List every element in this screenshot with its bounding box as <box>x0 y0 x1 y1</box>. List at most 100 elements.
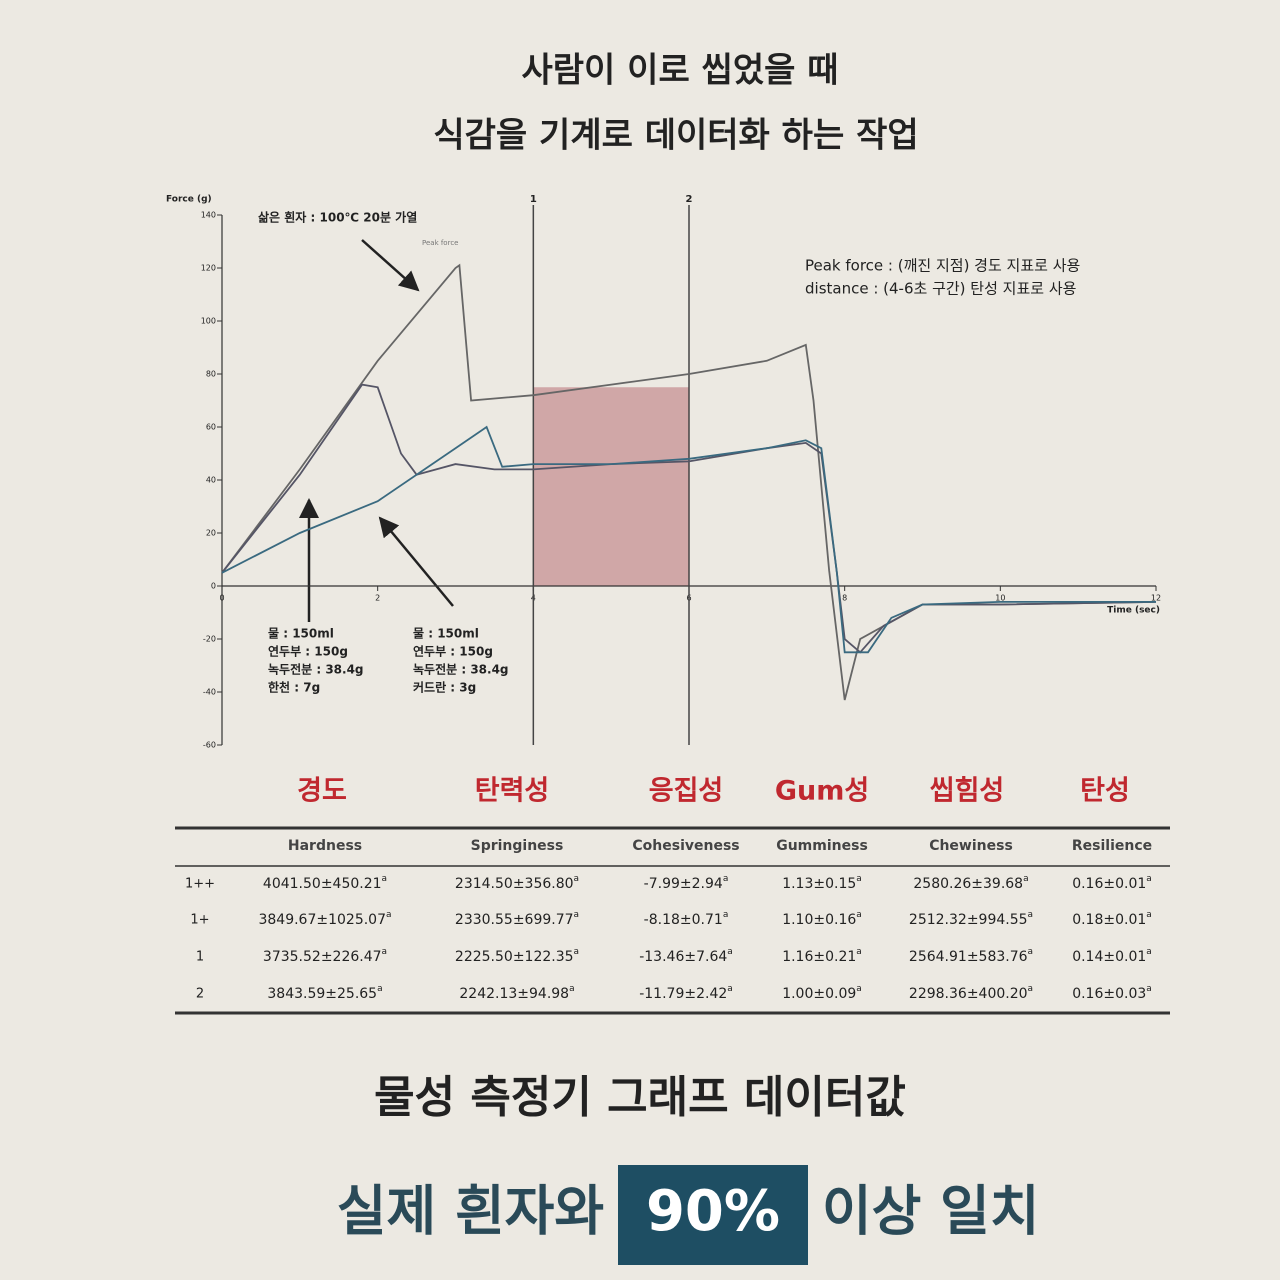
footer-subtitle: 물성 측정기 그래프 데이터값 <box>374 1072 906 1123</box>
y-tick-label: -60 <box>203 741 216 750</box>
y-tick-label: -40 <box>203 688 216 697</box>
y-axis-label: Force (g) <box>166 195 212 205</box>
recipe-line: 커드란 : 3g <box>413 680 476 695</box>
cell-superscript: a <box>727 947 733 957</box>
table-cell: 1.00±0.09a <box>782 984 862 1003</box>
cell-value: -8.18±0.71 <box>644 912 723 928</box>
table-cell: 3849.67±1025.07a <box>258 910 391 929</box>
row-label: 2 <box>196 987 204 1002</box>
table-cell: 2298.36±400.20a <box>909 984 1033 1003</box>
table-cell: 2242.13±94.98a <box>459 984 574 1003</box>
cell-value: 1.10±0.16 <box>782 912 856 928</box>
annotation: 삶은 흰자 : 100℃ 20분 가열 <box>258 210 417 225</box>
cell-value: 2225.50±122.35 <box>455 949 574 965</box>
row-label: 1+ <box>190 913 209 928</box>
cell-value: 0.16±0.01 <box>1072 876 1146 892</box>
cell-superscript: a <box>727 984 733 994</box>
table-header-kr: 경도 <box>297 776 347 807</box>
cell-superscript: a <box>574 874 580 884</box>
cell-value: 2330.55±699.77 <box>455 912 574 928</box>
arrow <box>378 516 454 607</box>
x-axis-label: Time (sec) <box>1107 606 1160 616</box>
cell-value: -13.46±7.64 <box>639 949 727 965</box>
table-cell: -8.18±0.71a <box>644 910 729 929</box>
table-cell: 0.14±0.01a <box>1072 947 1152 966</box>
table-cell: 4041.50±450.21a <box>263 874 387 893</box>
recipe-line: 녹두전분 : 38.4g <box>268 662 364 677</box>
annotation: distance : (4-6초 구간) 탄성 지표로 사용 <box>805 280 1076 298</box>
recipe-line: 한천 : 7g <box>268 680 320 695</box>
table-cell: 2512.32±994.55a <box>909 910 1033 929</box>
cell-value: 2242.13±94.98 <box>459 986 569 1002</box>
annotation: Peak force <box>422 239 458 247</box>
table-cell: 0.16±0.01a <box>1072 874 1152 893</box>
cell-superscript: a <box>856 910 862 920</box>
column-header: Springiness <box>471 838 564 854</box>
recipe-line: 녹두전분 : 38.4g <box>413 662 509 677</box>
table-header-kr: 탄성 <box>1080 776 1130 807</box>
y-tick-label: 60 <box>206 423 216 432</box>
annotation: Peak force : (깨진 지점) 경도 지표로 사용 <box>805 257 1080 275</box>
recipe-line: 물 : 150ml <box>413 627 479 641</box>
row-label: 1 <box>196 950 204 965</box>
cell-superscript: a <box>1146 947 1152 957</box>
x-tick-label: 8 <box>842 594 847 603</box>
recipe-line: 연두부 : 150g <box>268 644 348 659</box>
cell-superscript: a <box>1146 910 1152 920</box>
cell-value: 2298.36±400.20 <box>909 986 1028 1002</box>
cell-value: 3735.52±226.47 <box>263 949 382 965</box>
table-cell: 2314.50±356.80a <box>455 874 579 893</box>
cell-superscript: a <box>569 984 575 994</box>
cell-value: 1.00±0.09 <box>782 986 856 1002</box>
cell-value: 2580.26±39.68 <box>913 876 1023 892</box>
cell-superscript: a <box>723 874 729 884</box>
table-cell: -7.99±2.94a <box>644 874 729 893</box>
table-header-kr: 씹힘성 <box>930 776 1005 807</box>
cell-value: 2512.32±994.55 <box>909 912 1028 928</box>
cell-superscript: a <box>574 910 580 920</box>
cell-value: 1.13±0.15 <box>782 876 856 892</box>
table-cell: 2564.91±583.76a <box>909 947 1033 966</box>
y-tick-label: 0 <box>211 582 216 591</box>
table-cell: 1.16±0.21a <box>782 947 862 966</box>
cell-superscript: a <box>856 984 862 994</box>
cell-superscript: a <box>1146 984 1152 994</box>
cell-value: 1.16±0.21 <box>782 949 856 965</box>
table-cell: 0.16±0.03a <box>1072 984 1152 1003</box>
recipe-line: 물 : 150ml <box>268 627 334 641</box>
cell-superscript: a <box>382 947 388 957</box>
cell-superscript: a <box>386 910 392 920</box>
cell-superscript: a <box>856 874 862 884</box>
table-cell: 3843.59±25.65a <box>267 984 382 1003</box>
recipe-line: 연두부 : 150g <box>413 644 493 659</box>
column-header: Cohesiveness <box>632 838 739 854</box>
claim-text: 이상 일치 <box>822 1180 1040 1243</box>
title-line: 식감을 기계로 데이터화 하는 작업 <box>433 116 918 156</box>
table-cell: 2580.26±39.68a <box>913 874 1028 893</box>
cell-value: 2564.91±583.76 <box>909 949 1028 965</box>
table-cell: 0.18±0.01a <box>1072 910 1152 929</box>
cell-superscript: a <box>382 874 388 884</box>
series-line <box>221 263 1157 701</box>
y-tick-label: 80 <box>206 370 216 379</box>
cell-value: 4041.50±450.21 <box>263 876 382 892</box>
x-tick-label: 0 <box>219 594 224 603</box>
column-header: Chewiness <box>929 838 1013 854</box>
x-tick-label: 12 <box>1151 594 1161 603</box>
cell-value: 3849.67±1025.07 <box>258 912 386 928</box>
y-tick-label: 120 <box>201 264 216 273</box>
table-header-kr: 응집성 <box>649 776 724 807</box>
table-header-kr: Gum성 <box>775 776 869 807</box>
series-line <box>221 383 1157 654</box>
highlight-box <box>618 1165 808 1265</box>
y-tick-label: 40 <box>206 476 216 485</box>
cell-value: 2314.50±356.80 <box>455 876 574 892</box>
shaded-region <box>533 387 689 586</box>
table-cell: 2225.50±122.35a <box>455 947 579 966</box>
marker-label: 2 <box>686 194 693 205</box>
arrow <box>361 239 420 292</box>
y-tick-label: -20 <box>203 635 216 644</box>
claim-text: 실제 흰자와 <box>337 1180 604 1243</box>
